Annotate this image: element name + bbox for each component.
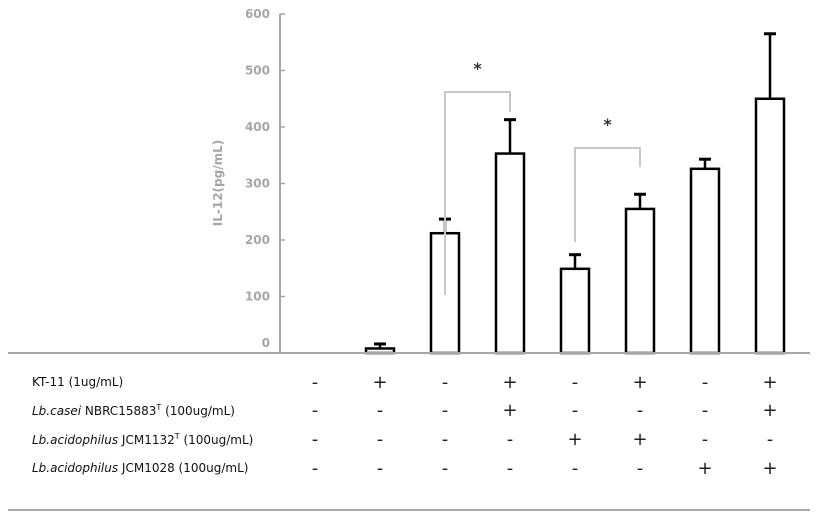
y-tick-label: 600: [245, 7, 270, 21]
minus-cell: -: [311, 400, 319, 421]
y-tick-label: 0: [262, 336, 270, 350]
minus-cell: -: [766, 429, 774, 450]
y-tick-label: 100: [245, 290, 270, 304]
minus-cell: -: [311, 458, 319, 479]
minus-cell: -: [441, 372, 449, 393]
minus-cell: -: [441, 429, 449, 450]
minus-cell: -: [376, 458, 384, 479]
bar: [494, 152, 526, 355]
bar: [559, 267, 591, 355]
plus-cell: +: [632, 429, 648, 450]
bar: [624, 207, 656, 355]
row-label: Lb.casei NBRC15883T (100ug/mL): [32, 403, 235, 418]
plus-cell: +: [632, 372, 648, 393]
significance-asterisk: *: [603, 115, 612, 134]
minus-cell: -: [636, 400, 644, 421]
plus-cell: +: [762, 400, 778, 421]
y-tick-label: 400: [245, 120, 270, 134]
plus-cell: +: [502, 400, 518, 421]
significance-bracket: [574, 147, 641, 242]
minus-cell: -: [571, 458, 579, 479]
bar: [754, 97, 786, 355]
minus-cell: -: [571, 372, 579, 393]
y-axis-label: IL-12(pg/mL): [211, 140, 225, 226]
row-label: Lb.acidophilus JCM1028 (100ug/mL): [32, 461, 249, 475]
minus-cell: -: [441, 458, 449, 479]
significance-bracket: [444, 91, 511, 295]
minus-cell: -: [571, 400, 579, 421]
row-label: KT-11 (1ug/mL): [32, 375, 124, 389]
plus-cell: +: [567, 429, 583, 450]
y-tick-label: 500: [245, 64, 270, 78]
minus-cell: -: [311, 429, 319, 450]
plus-cell: +: [502, 372, 518, 393]
plus-cell: +: [762, 458, 778, 479]
plus-cell: +: [372, 372, 388, 393]
minus-cell: -: [441, 400, 449, 421]
minus-cell: -: [311, 372, 319, 393]
plus-cell: +: [762, 372, 778, 393]
minus-cell: -: [701, 429, 709, 450]
minus-cell: -: [636, 458, 644, 479]
minus-cell: -: [701, 372, 709, 393]
plus-cell: +: [697, 458, 713, 479]
minus-cell: -: [376, 400, 384, 421]
significance-asterisk: *: [473, 59, 482, 78]
row-label: Lb.acidophilus JCM1132T (100ug/mL): [32, 432, 254, 447]
minus-cell: -: [506, 458, 514, 479]
minus-cell: -: [376, 429, 384, 450]
y-tick-label: 300: [245, 177, 270, 191]
minus-cell: -: [506, 429, 514, 450]
y-tick-label: 200: [245, 233, 270, 247]
bar: [689, 167, 721, 355]
minus-cell: -: [701, 400, 709, 421]
